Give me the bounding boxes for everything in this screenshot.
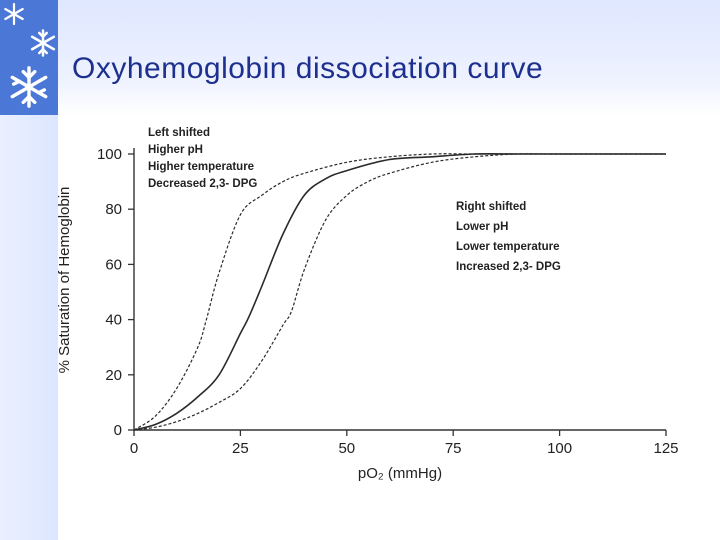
y-tick-label: 100 <box>97 146 122 163</box>
x-tick-label: 25 <box>232 440 249 457</box>
slide-title: Oxyhemoglobin dissociation curve <box>72 52 544 85</box>
x-tick-label: 125 <box>653 440 678 457</box>
y-tick-label: 60 <box>105 256 122 273</box>
curve-dashed-2 <box>133 153 666 431</box>
x-tick-label: 50 <box>338 440 355 457</box>
right-shift-annotation: Lower pH <box>456 221 508 233</box>
x-tick-label: 0 <box>130 440 138 457</box>
snowflake-icon <box>10 66 48 108</box>
x-axis-title: pO₂ (mmHg) <box>358 465 442 482</box>
snowflake-icon <box>30 29 56 57</box>
y-tick-label: 0 <box>114 422 122 439</box>
chart-curves <box>133 152 666 431</box>
y-tick-label: 80 <box>105 201 122 218</box>
dissociation-chart: 0 25 50 75 100 125 0 20 40 60 80 100 Left shifted Hi… <box>56 127 679 482</box>
left-shift-annotation: Left shifted <box>148 127 210 139</box>
x-tick-label: 75 <box>445 440 462 457</box>
chart-annotations: Left shifted Higher pH Higher temperature D… <box>148 127 561 273</box>
curve-dashed-0 <box>133 153 666 431</box>
snowflake-icon <box>4 2 24 26</box>
snowflake-panel <box>0 0 58 115</box>
chart-ticks: 0 25 50 75 100 125 0 20 40 60 80 100 <box>97 146 679 457</box>
right-shift-annotation: Lower temperature <box>456 241 560 253</box>
x-tick-label: 100 <box>547 440 572 457</box>
curve-solid-1 <box>133 152 666 431</box>
y-axis-title: % Saturation of Hemoglobin <box>56 187 73 374</box>
right-shift-annotation: Increased 2,3- DPG <box>456 261 561 273</box>
y-tick-label: 40 <box>105 312 122 329</box>
left-shift-annotation: Higher pH <box>148 144 203 156</box>
chart-axes <box>133 148 666 431</box>
left-shift-annotation: Decreased 2,3- DPG <box>148 178 257 190</box>
chart-container: 0 25 50 75 100 125 0 20 40 60 80 100 Left shifted Hi… <box>52 112 692 484</box>
left-shift-annotation: Higher temperature <box>148 161 254 173</box>
right-shift-annotation: Right shifted <box>456 201 526 213</box>
y-tick-label: 20 <box>105 367 122 384</box>
